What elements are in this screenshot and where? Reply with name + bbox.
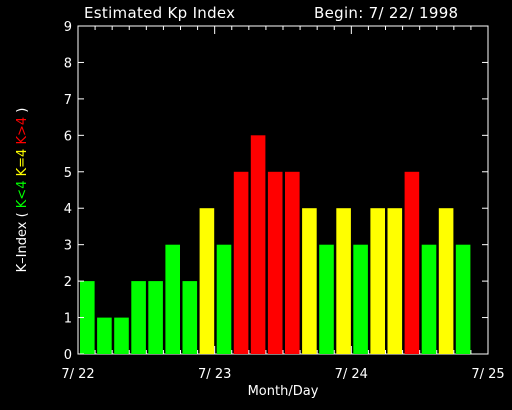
x-tick-label: 7/ 22 [61, 367, 94, 382]
x-axis: 7/ 22 7/ 23 7/ 24 7/ 25 [61, 26, 505, 382]
y-tick-label: 0 [64, 348, 72, 363]
x-axis-label: Month/Day [248, 384, 319, 399]
kp-bar [97, 317, 112, 354]
x-tick-label: 7/ 24 [335, 367, 368, 382]
y-tick-label: 7 [64, 93, 72, 108]
chart-title: Estimated Kp Index [84, 4, 236, 22]
y-tick-label: 3 [64, 239, 72, 254]
begin-date-label: Begin: 7/ 22/ 1998 [314, 4, 459, 22]
kp-bar [302, 208, 317, 354]
kp-bar [455, 244, 471, 354]
kp-bar [387, 208, 403, 354]
kp-bar [216, 244, 232, 354]
y-tick-label: 2 [64, 275, 72, 290]
kp-bar [233, 171, 249, 354]
legend-equal: K=4 [15, 149, 30, 177]
kp-bar [370, 208, 385, 354]
kp-bar [182, 281, 198, 354]
kp-bar [267, 171, 283, 354]
legend-low: K<4 [15, 181, 30, 209]
legend-high: K>4 [15, 117, 30, 145]
kp-bar [148, 281, 163, 354]
y-tick-label: 5 [64, 166, 72, 181]
y-tick-label: 9 [64, 20, 72, 35]
kp-bar [165, 244, 180, 354]
y-tick-label: 6 [64, 129, 72, 144]
kp-bar [404, 171, 420, 354]
kp-bar [319, 244, 334, 354]
y-tick-label: 4 [64, 202, 72, 217]
kp-bar [353, 244, 368, 354]
y-tick-label: 8 [64, 56, 72, 71]
kp-bar [421, 244, 437, 354]
x-tick-label: 7/ 23 [198, 367, 231, 382]
y-axis-label-prefix: K–Index [15, 221, 30, 272]
y-axis-label: K–Index ( K<4 K=4 K>4 ) [15, 108, 30, 273]
kp-bar [438, 208, 454, 354]
kp-bar [80, 281, 95, 354]
kp-bar [250, 135, 266, 354]
kp-bar [285, 171, 300, 354]
kp-bar [131, 281, 146, 354]
y-axis: 0 1 2 3 4 5 6 7 8 9 [64, 20, 488, 363]
kp-bar [114, 317, 129, 354]
y-tick-label: 1 [64, 312, 72, 327]
kp-bar [336, 208, 351, 354]
x-tick-label: 7/ 25 [471, 367, 504, 382]
kp-bar [199, 208, 215, 354]
bars-group [80, 135, 471, 354]
